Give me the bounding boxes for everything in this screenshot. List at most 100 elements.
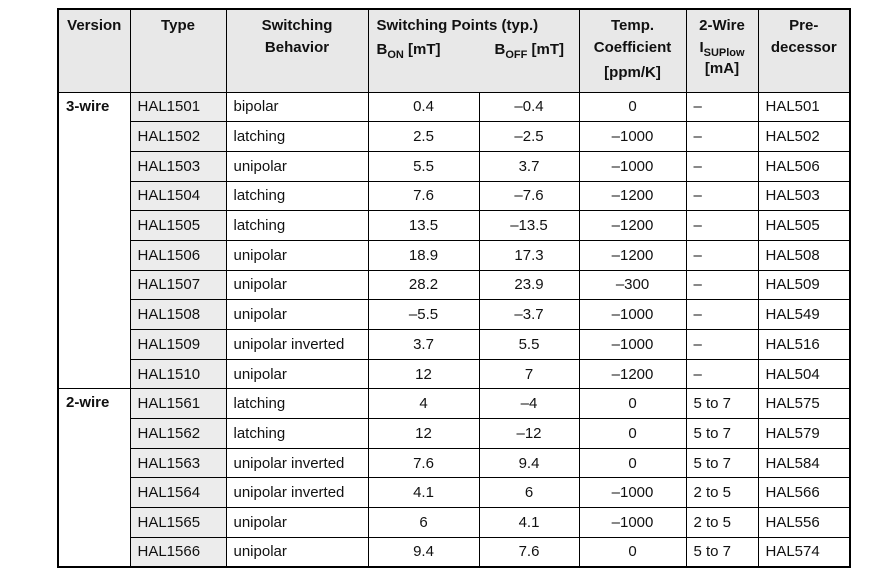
header-boff-label: BOFF [mT] (494, 41, 565, 61)
cell-boff-value: 23.9 (478, 269, 580, 301)
cell-isup-value: – (685, 299, 759, 330)
cell-switching-behavior: latching (225, 121, 369, 152)
cell-boff-value: 7.6 (478, 536, 580, 568)
cell-isup-value: 2 to 5 (685, 477, 759, 509)
header-temp-unit: [ppm/K] (604, 64, 661, 81)
cell-type: HAL1505 (129, 210, 227, 241)
table-row: HAL1509 unipolar inverted 3.7 5.5 –1000– HAL5… (58, 329, 851, 360)
cell-bon-value: –5.5 (367, 299, 480, 330)
cell-temp-coefficient: 0 (578, 418, 687, 449)
cell-predecessor: HAL574 (757, 536, 851, 568)
cell-switching-behavior: unipolar (225, 536, 369, 568)
cell-temp-coefficient: 0 (578, 388, 687, 420)
cell-predecessor: HAL575 (757, 388, 851, 420)
cell-bon-value: 9.4 (367, 536, 480, 568)
cell-temp-coefficient: –1000 (578, 121, 687, 152)
cell-predecessor: HAL556 (757, 507, 851, 538)
cell-temp-coefficient: –1000 (578, 329, 687, 360)
cell-switching-behavior: bipolar (225, 91, 369, 123)
cell-bon-value: 12 (367, 418, 480, 449)
cell-predecessor: HAL504 (757, 358, 851, 390)
header-type-label: Type (161, 17, 195, 34)
cell-temp-coefficient: –1200 (578, 210, 687, 241)
cell-predecessor: HAL566 (757, 477, 851, 509)
cell-switching-behavior: unipolar (225, 269, 369, 301)
cell-isup-value: – (685, 358, 759, 390)
cell-switching-behavior: unipolar inverted (225, 477, 369, 509)
cell-bon-value: 13.5 (367, 210, 480, 241)
cell-isup-value: – (685, 121, 759, 152)
cell-boff-value: –0.4 (478, 91, 580, 123)
cell-isup-value: – (685, 210, 759, 241)
cell-bon-value: 4.1 (367, 477, 480, 509)
cell-bon-value: 5.5 (367, 150, 480, 182)
cell-predecessor: HAL516 (757, 329, 851, 360)
header-switching-points-title: Switching Points (typ.) (376, 17, 539, 34)
header-pre-line2: decessor (770, 39, 837, 56)
cell-version-group: 2-wire (57, 388, 131, 568)
cell-switching-behavior: latching (225, 180, 369, 212)
cell-predecessor: HAL509 (757, 269, 851, 301)
cell-type: HAL1503 (129, 150, 227, 182)
table-row: HAL1504 latching 7.6 –7.6 –1200– HAL503 (58, 180, 851, 212)
cell-type: HAL1563 (129, 447, 227, 479)
cell-bon-value: 0.4 (367, 91, 480, 123)
cell-predecessor: HAL579 (757, 418, 851, 449)
cell-version-group: 3-wire (57, 91, 131, 390)
cell-bon-value: 7.6 (367, 447, 480, 479)
cell-type: HAL1564 (129, 477, 227, 509)
cell-temp-coefficient: –1000 (578, 150, 687, 182)
table-row: HAL1510 unipolar 12 7 –1200– HAL504 (58, 358, 851, 390)
cell-switching-behavior: unipolar (225, 150, 369, 182)
cell-temp-coefficient: 0 (578, 447, 687, 479)
cell-type: HAL1506 (129, 239, 227, 271)
col-header-version: Version (57, 8, 131, 93)
cell-boff-value: –7.6 (478, 180, 580, 212)
cell-predecessor: HAL584 (757, 447, 851, 479)
cell-isup-value: – (685, 269, 759, 301)
col-header-type: Type (129, 8, 227, 93)
cell-temp-coefficient: –1200 (578, 358, 687, 390)
cell-isup-value: – (685, 180, 759, 212)
header-version-label: Version (67, 17, 122, 34)
header-behavior-line2: Behavior (264, 39, 330, 56)
table-row: HAL1502 latching 2.5 –2.5 –1000– HAL502 (58, 121, 851, 152)
header-isup-label: ISUPlow (699, 39, 745, 59)
cell-type: HAL1507 (129, 269, 227, 301)
cell-type: HAL1510 (129, 358, 227, 390)
cell-type: HAL1501 (129, 91, 227, 123)
header-row: Version Type Switching Behavior Switchin… (57, 8, 851, 93)
header-2wire-unit: [mA] (704, 60, 740, 77)
cell-predecessor: HAL508 (757, 239, 851, 271)
cell-predecessor: HAL505 (757, 210, 851, 241)
cell-boff-value: 5.5 (478, 329, 580, 360)
cell-switching-behavior: unipolar inverted (225, 447, 369, 479)
table-row: HAL1503 unipolar 5.5 3.7 –1000– HAL506 (58, 150, 851, 182)
col-header-switching-points: Switching Points (typ.) BON [mT] BOFF [m… (367, 8, 580, 93)
cell-isup-value: 5 to 7 (685, 536, 759, 568)
cell-bon-value: 12 (367, 358, 480, 390)
table-row: 2-wire HAL1561 latching 4 –4 0 5 to 7 HAL575 (57, 388, 851, 568)
table-row: HAL1508 unipolar –5.5 –3.7 –1000– HAL549 (58, 299, 851, 330)
cell-switching-behavior: unipolar (225, 239, 369, 271)
cell-switching-behavior: unipolar (225, 299, 369, 330)
cell-boff-value: 3.7 (478, 150, 580, 182)
col-header-predecessor: Pre- decessor (757, 8, 851, 93)
cell-isup-value: 5 to 7 (685, 447, 759, 479)
header-2wire-label: 2-Wire (699, 17, 745, 34)
cell-bon-value: 2.5 (367, 121, 480, 152)
cell-switching-behavior: unipolar (225, 358, 369, 390)
cell-isup-value: – (685, 150, 759, 182)
cell-bon-value: 7.6 (367, 180, 480, 212)
cell-temp-coefficient: 0 (578, 536, 687, 568)
cell-predecessor: HAL503 (757, 180, 851, 212)
cell-switching-behavior: latching (225, 388, 369, 420)
cell-isup-value: – (685, 329, 759, 360)
cell-switching-behavior: latching (225, 210, 369, 241)
table-row: HAL1562 latching 12 –12 0 5 to 7 HAL579 (58, 418, 851, 449)
header-temp-line1: Temp. (610, 17, 655, 34)
cell-bon-value: 3.7 (367, 329, 480, 360)
cell-bon-value: 4 (367, 388, 480, 420)
